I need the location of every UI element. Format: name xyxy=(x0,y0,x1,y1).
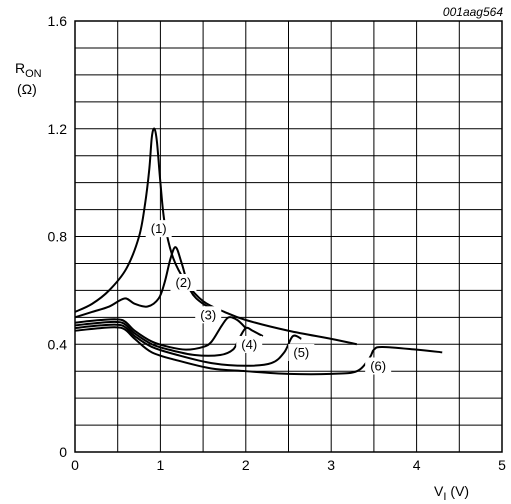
series-label: (1) xyxy=(151,221,167,236)
figure-code: 001aag564 xyxy=(443,5,503,19)
series-curve xyxy=(74,316,247,351)
y-axis-label-sub: ON xyxy=(25,68,42,80)
series-curve xyxy=(74,326,443,376)
y-tick-label: 0 xyxy=(59,444,67,460)
series-curve xyxy=(74,320,264,357)
y-axis-title-main: RON xyxy=(15,60,42,80)
x-tick-label: 2 xyxy=(242,457,250,473)
curves xyxy=(74,127,443,376)
series-label: (2) xyxy=(176,275,192,290)
y-tick-label: 0.4 xyxy=(48,336,68,352)
series-label: (4) xyxy=(241,337,257,352)
tick-labels: 0 1 2 3 4 5 0 0.4 0.8 1.2 1.6 xyxy=(48,13,507,473)
series-label-bg xyxy=(195,306,222,324)
y-axis-label-r: R xyxy=(15,60,25,76)
x-axis-label-v: V xyxy=(434,483,444,499)
series-curve xyxy=(74,323,302,367)
series-label-bg xyxy=(145,220,172,238)
series-curve xyxy=(74,127,358,346)
series-label: (5) xyxy=(293,345,309,360)
y-axis-unit: (Ω) xyxy=(17,81,37,97)
series-label-bg xyxy=(236,335,263,353)
y-tick-label: 1.2 xyxy=(48,121,68,137)
series-label-bg xyxy=(288,344,315,362)
series-label: (3) xyxy=(200,307,216,322)
series-label-bg xyxy=(170,273,197,291)
x-tick-label: 3 xyxy=(327,457,335,473)
y-tick-label: 0.8 xyxy=(48,229,68,245)
x-axis-label-sub: I xyxy=(443,491,446,503)
x-axis-title: VI (V) xyxy=(434,483,469,503)
plot-frame xyxy=(74,20,503,453)
series-labels: (1) (2) (3) (4) (5) (6) xyxy=(145,220,392,375)
x-axis-unit: (V) xyxy=(450,483,469,499)
x-tick-label: 0 xyxy=(71,457,79,473)
series-label-bg xyxy=(365,357,392,375)
x-tick-label: 1 xyxy=(157,457,165,473)
y-tick-label: 1.6 xyxy=(48,13,68,29)
x-tick-label: 5 xyxy=(498,457,506,473)
series-label: (6) xyxy=(370,358,386,373)
x-tick-label: 4 xyxy=(413,457,421,473)
